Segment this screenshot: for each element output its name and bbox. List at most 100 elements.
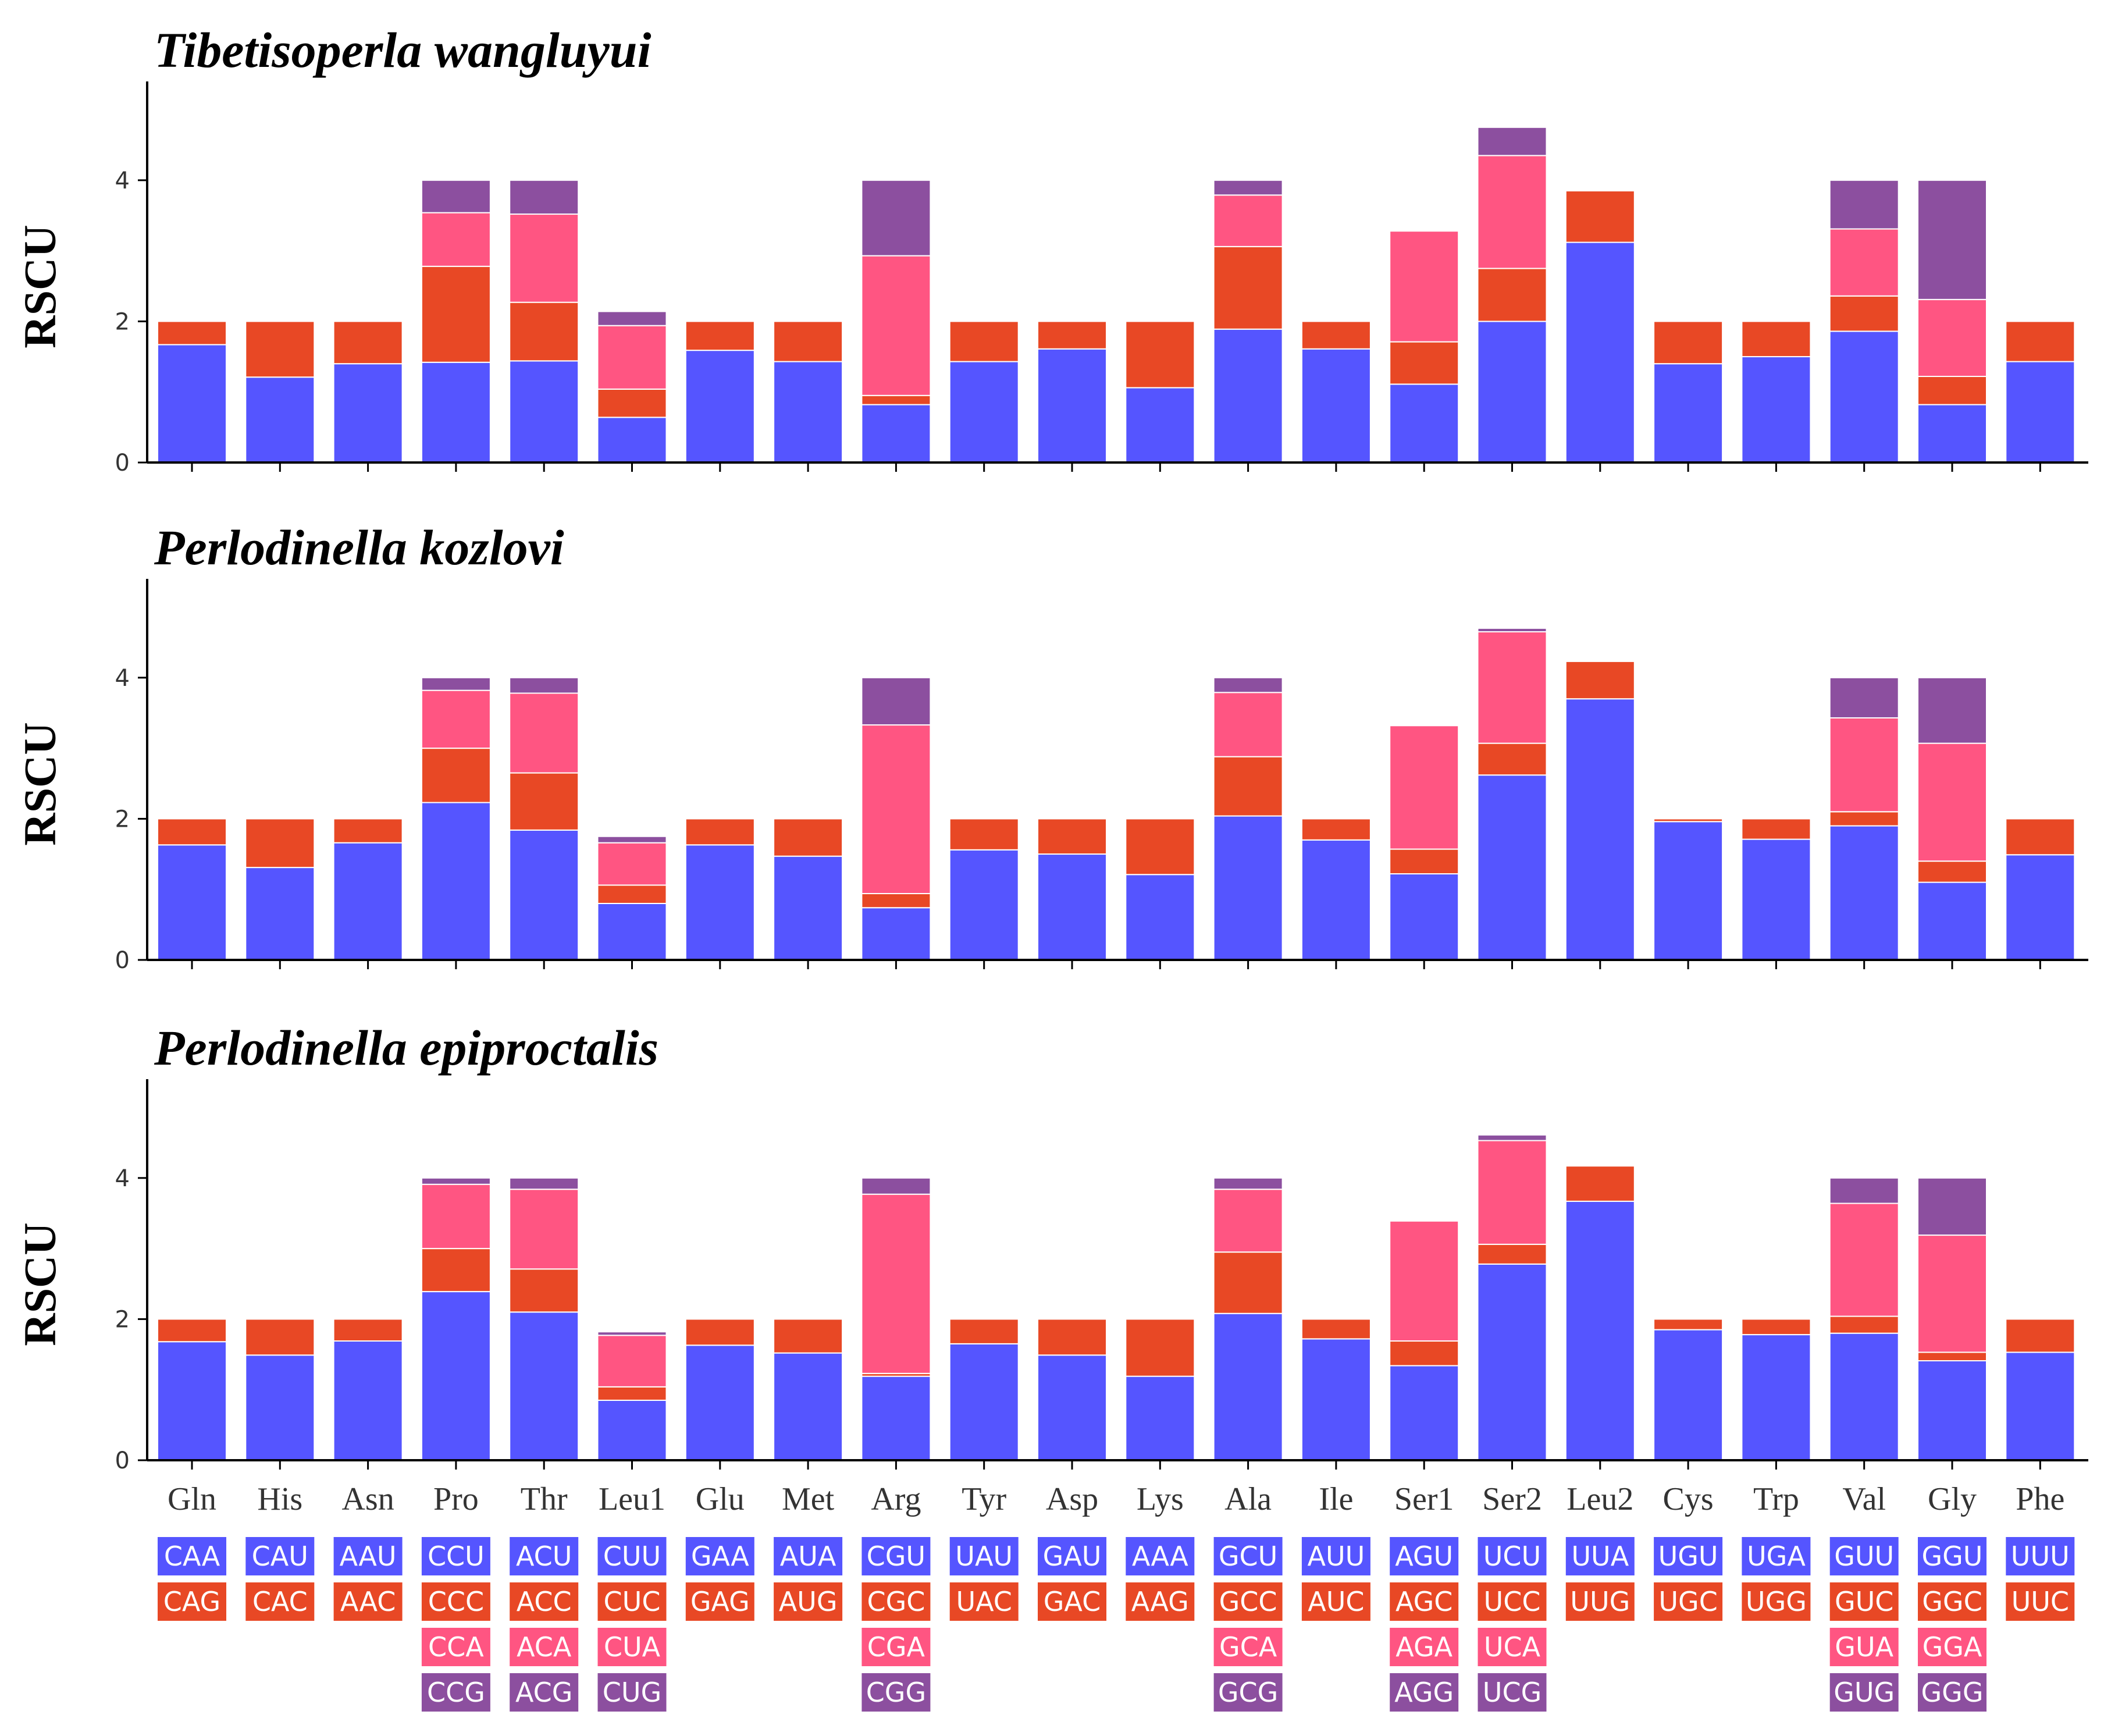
bar-segment-arg-4	[861, 179, 931, 257]
codon-label: GCU	[1219, 1541, 1277, 1572]
y-tick-label: 4	[115, 665, 130, 692]
bar-segment-gly-1	[1917, 881, 1987, 961]
bar-segment-ala-2	[1213, 246, 1283, 330]
bar-segment-gly-2	[1917, 1351, 1987, 1361]
codon-label: UAC	[956, 1586, 1012, 1617]
bar-segment-ser1-1	[1389, 383, 1459, 463]
bar-segment-trp-1	[1741, 356, 1811, 463]
bar-segment-gln-2	[157, 1318, 227, 1343]
codon-box	[2006, 1582, 2075, 1621]
bar-segment-ser2-1	[1477, 321, 1547, 463]
bar-segment-ile-1	[1301, 348, 1371, 463]
bar-segment-ile-2	[1301, 1318, 1371, 1340]
bar-segment-ser1-3	[1389, 230, 1459, 343]
bar-segment-gln-2	[157, 321, 227, 346]
bar-segment-val-1	[1829, 330, 1899, 464]
chart-panel-1: Tibetisoperla wangluyui RSCU 0 2 4	[15, 22, 2088, 476]
bar-segment-ala-2	[1213, 756, 1283, 817]
bar-segment-leu1-2	[597, 1386, 667, 1401]
bar-segment-leu1-3	[597, 842, 667, 886]
bar-segment-pro-3	[421, 212, 491, 267]
codon-label: GGA	[1923, 1631, 1982, 1663]
codon-box	[510, 1673, 579, 1712]
codon-label: CGU	[867, 1541, 925, 1572]
bar-segment-pro-4	[421, 1177, 491, 1185]
bar-segment-trp-2	[1741, 321, 1811, 358]
bar-segment-his-2	[245, 1318, 315, 1356]
codon-box	[158, 1582, 226, 1621]
bar-segment-leu2-1	[1565, 698, 1635, 961]
bar-segment-gly-1	[1917, 404, 1987, 464]
bar-segment-ser2-4	[1477, 627, 1547, 632]
bar-segment-arg-1	[861, 1375, 931, 1461]
codon-label: ACU	[516, 1541, 572, 1572]
codon-label: AGC	[1395, 1586, 1452, 1617]
codon-box	[1829, 1673, 1899, 1712]
codon-label: CUC	[604, 1586, 661, 1617]
bar-segment-ser2-3	[1477, 631, 1547, 744]
bar-segment-met-2	[773, 818, 843, 857]
bar-segment-leu2-1	[1565, 241, 1635, 463]
codon-label: AAC	[340, 1586, 396, 1617]
bar-segment-leu2-2	[1565, 1165, 1635, 1202]
codon-label: UGU	[1658, 1541, 1718, 1572]
codon-box	[2006, 1537, 2075, 1575]
bar-segment-ala-3	[1213, 1189, 1283, 1253]
codon-box	[861, 1582, 931, 1621]
bar-segment-leu1-4	[597, 311, 667, 326]
bar-segment-his-1	[245, 376, 315, 464]
x-tick-label-gln: Gln	[168, 1481, 216, 1517]
bar-segment-ala-1	[1213, 1312, 1283, 1461]
codon-label: CUG	[603, 1677, 661, 1708]
bar-segment-gln-1	[157, 844, 227, 961]
codon-box	[1829, 1537, 1899, 1575]
bar-segment-ser2-4	[1477, 126, 1547, 156]
bar-segment-val-3	[1829, 717, 1899, 813]
y-axis-label: RSCU	[15, 722, 65, 845]
x-tick-label-val: Val	[1842, 1481, 1886, 1517]
bar-segment-tyr-1	[949, 849, 1019, 961]
bar-segment-gly-1	[1917, 1360, 1987, 1461]
bar-segment-ser2-2	[1477, 742, 1547, 776]
codon-label: UAU	[955, 1541, 1013, 1572]
codon-box	[861, 1628, 931, 1666]
bar-segment-arg-3	[861, 724, 931, 894]
codon-box	[1301, 1582, 1370, 1621]
bar-segment-ile-2	[1301, 321, 1371, 350]
bar-segment-ser1-2	[1389, 341, 1459, 385]
x-tick-label-phe: Phe	[2016, 1481, 2064, 1517]
codon-label: CGG	[866, 1677, 926, 1708]
codon-label: UUU	[2011, 1541, 2070, 1572]
codon-label: AUU	[1307, 1541, 1365, 1572]
codon-box	[1654, 1582, 1723, 1621]
codon-box	[421, 1673, 490, 1712]
codon-box	[685, 1582, 754, 1621]
bar-segment-tyr-1	[949, 361, 1019, 464]
bar-segment-leu1-2	[597, 884, 667, 904]
codon-label: AGG	[1394, 1677, 1454, 1708]
codon-box	[1213, 1537, 1283, 1575]
bar-segment-val-1	[1829, 825, 1899, 961]
codon-box	[1742, 1582, 1811, 1621]
bar-segment-gly-3	[1917, 1235, 1987, 1353]
bar-segment-thr-3	[509, 692, 579, 774]
codon-box	[1038, 1582, 1106, 1621]
bar-segment-leu1-1	[597, 1399, 667, 1461]
bar-segment-asp-2	[1037, 321, 1107, 350]
bar-segment-val-4	[1829, 179, 1899, 230]
bar-segment-asp-1	[1037, 853, 1107, 961]
bar-segment-gly-3	[1917, 298, 1987, 378]
bar-segment-pro-3	[421, 1183, 491, 1250]
codon-box	[245, 1537, 315, 1575]
bar-segment-trp-2	[1741, 818, 1811, 840]
codon-box	[597, 1537, 667, 1575]
bar-segment-ala-4	[1213, 179, 1283, 196]
x-tick-label-tyr: Tyr	[962, 1481, 1006, 1517]
codon-box	[774, 1582, 843, 1621]
bar-segment-arg-1	[861, 907, 931, 961]
bar-segment-met-1	[773, 855, 843, 961]
codon-label: UUG	[1570, 1586, 1630, 1617]
codon-label: CAG	[163, 1586, 220, 1617]
bar-segment-ser2-3	[1477, 1140, 1547, 1245]
codon-box	[597, 1628, 667, 1666]
